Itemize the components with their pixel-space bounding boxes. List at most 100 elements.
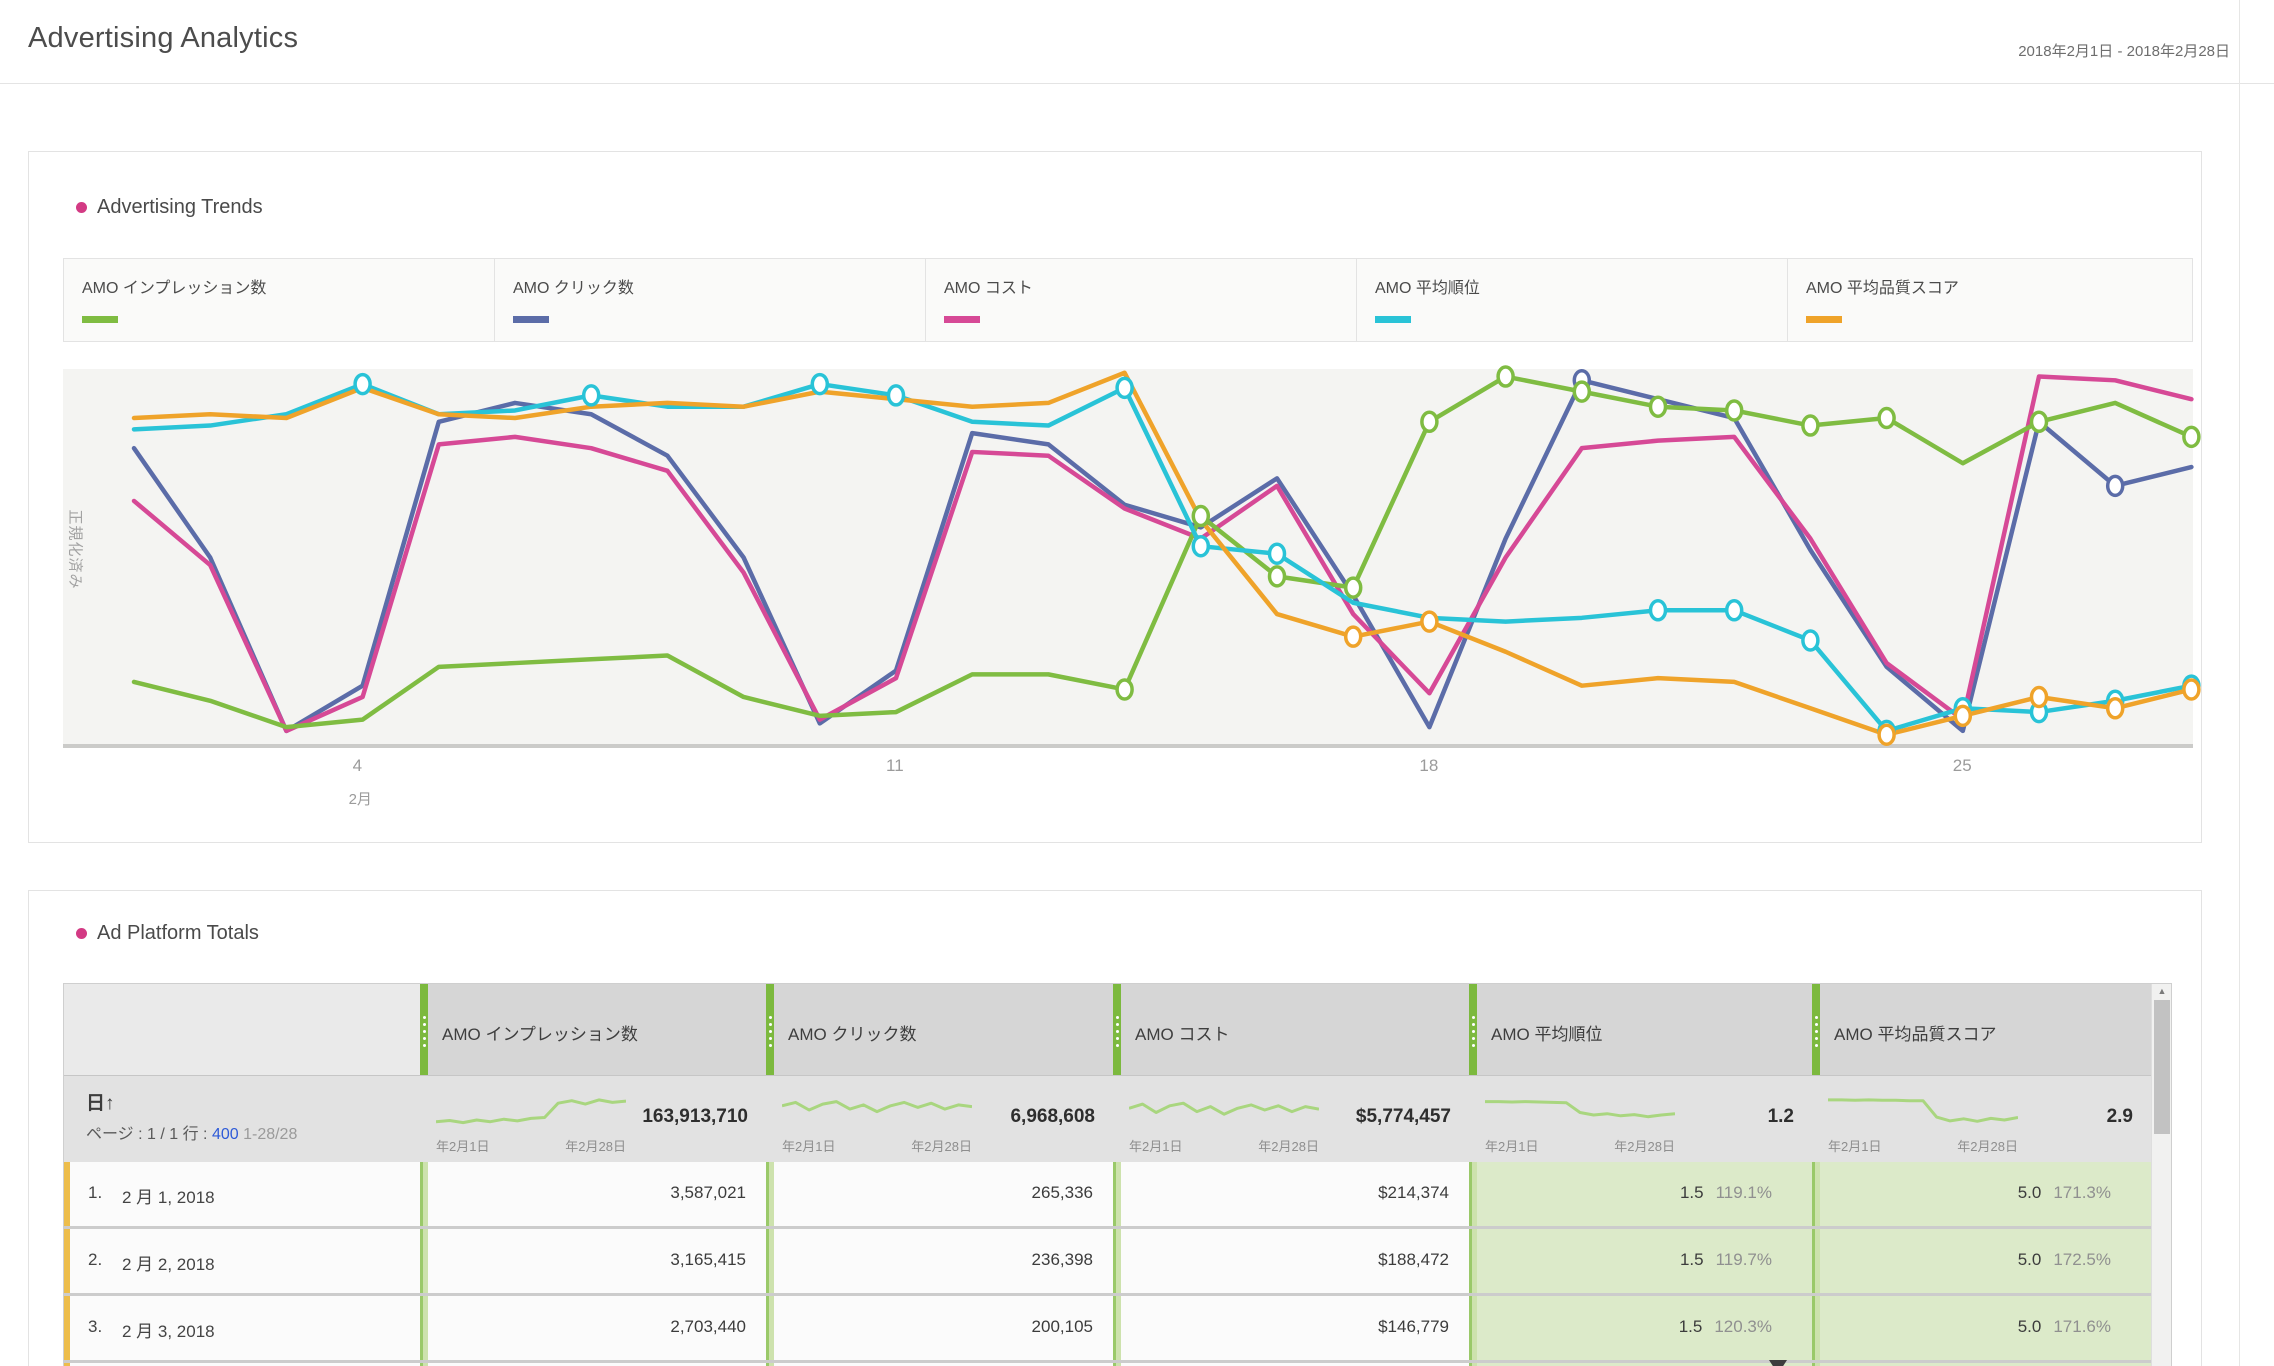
legend-item-cost[interactable]: AMO コスト: [926, 259, 1357, 341]
cell-value-group: 5.0 171.3%: [2018, 1183, 2111, 1203]
legend-swatch-blue: [513, 316, 549, 323]
anomaly-marker[interactable]: [1496, 365, 1515, 388]
scroll-up-icon[interactable]: ▲: [2157, 986, 2167, 996]
anomaly-marker[interactable]: [1343, 576, 1363, 599]
row-accent-bar: [64, 1296, 70, 1360]
anomaly-marker[interactable]: [2029, 685, 2049, 709]
anomaly-marker[interactable]: [1572, 380, 1592, 403]
series-line-0[interactable]: [131, 374, 2194, 730]
anomaly-marker[interactable]: [2105, 697, 2125, 720]
anomaly-marker[interactable]: [886, 384, 906, 407]
anomaly-marker[interactable]: [1801, 414, 1820, 437]
series-line-4[interactable]: [131, 370, 2194, 737]
row-divider: [64, 1226, 2171, 1229]
cell-accent-bar: [420, 1162, 428, 1226]
rows-per-page-link[interactable]: 400: [211, 1126, 239, 1143]
page-title: Advertising Analytics: [28, 22, 299, 54]
row-label-cell: 2. 2 月 2, 2018: [64, 1229, 420, 1293]
legend-item-avg-position[interactable]: AMO 平均順位: [1357, 259, 1788, 341]
column-header-label: AMO コスト: [1135, 1025, 1230, 1044]
row-accent-bar: [64, 1229, 70, 1293]
anomaly-marker[interactable]: [1953, 704, 1973, 728]
legend-label: AMO コスト: [944, 280, 1033, 297]
anomaly-marker[interactable]: [2182, 425, 2201, 449]
table-row[interactable]: [64, 1363, 2171, 1366]
anomaly-marker[interactable]: [1724, 399, 1744, 422]
anomaly-marker[interactable]: [2029, 410, 2049, 434]
column-drag-handle[interactable]: [1812, 984, 1820, 1075]
table-row[interactable]: 1. 2 月 1, 2018 3,587,021 265,336 $214,374 1.5…: [64, 1162, 2171, 1226]
legend-item-quality-score[interactable]: AMO 平均品質スコア: [1788, 259, 2192, 341]
cell-value: 1.5: [1679, 1183, 1704, 1202]
series-line-2[interactable]: [131, 374, 2194, 734]
sparkline-date-range: 年2月1日 年2月28日: [1485, 1139, 1675, 1154]
metric-cell-avg_position: 1.5 119.7%: [1469, 1229, 1812, 1293]
anomaly-marker[interactable]: [1267, 565, 1287, 588]
column-total-value: 2.9: [2106, 1106, 2133, 1127]
anomaly-marker[interactable]: [1420, 410, 1439, 434]
series-line-3[interactable]: [131, 381, 2194, 734]
cell-value-group: 5.0 171.6%: [2018, 1317, 2111, 1337]
column-total-value: 163,913,710: [642, 1106, 748, 1127]
x-tick-label: 25: [1952, 756, 1972, 775]
trends-chart-svg[interactable]: [63, 365, 2201, 746]
column-drag-handle[interactable]: [1113, 984, 1121, 1075]
anomaly-marker[interactable]: [1191, 534, 1211, 558]
anomaly-marker[interactable]: [1877, 723, 1896, 746]
column-header-label: AMO 平均品質スコア: [1834, 1025, 1997, 1044]
table-row[interactable]: 3. 2 月 3, 2018 2,703,440 200,105 $146,779 1.5…: [64, 1296, 2171, 1360]
sort-control[interactable]: 日↑: [86, 1088, 115, 1115]
anomaly-marker[interactable]: [2105, 474, 2125, 498]
cell-percent-value: 119.1%: [1715, 1183, 1772, 1202]
sparkline-date-range: 年2月1日 年2月28日: [1828, 1139, 2018, 1154]
cell-percent-value: 172.5%: [2053, 1250, 2111, 1269]
column-total-value: 6,968,608: [1010, 1106, 1095, 1127]
cell-accent-bar: [1113, 1229, 1121, 1293]
anomaly-marker[interactable]: [1191, 504, 1211, 528]
anomaly-marker[interactable]: [581, 384, 601, 407]
anomaly-marker[interactable]: [1115, 376, 1134, 400]
table-vertical-scrollbar[interactable]: ▲: [2151, 984, 2171, 1366]
anomaly-marker[interactable]: [1343, 625, 1363, 648]
cell-value: 5.0: [2017, 1317, 2042, 1336]
metric-cell-clicks: 200,105: [766, 1296, 1113, 1360]
header-cell-impressions[interactable]: AMO インプレッション数: [420, 984, 766, 1075]
row-date: 2 月 2, 2018: [122, 1255, 215, 1274]
row-divider: [64, 1293, 2171, 1296]
anomaly-marker[interactable]: [1648, 599, 1668, 622]
trends-chart-plot[interactable]: 正規化済み: [63, 365, 2201, 748]
totals-cell: 2.9 年2月1日 年2月28日: [1812, 1076, 2151, 1162]
header-cell-avg-position[interactable]: AMO 平均順位: [1469, 984, 1812, 1075]
totals-cell: $5,774,457 年2月1日 年2月28日: [1113, 1076, 1469, 1162]
anomaly-marker[interactable]: [1801, 629, 1820, 652]
anomaly-marker[interactable]: [1115, 678, 1134, 701]
legend-label: AMO 平均品質スコア: [1806, 280, 1959, 297]
column-drag-handle[interactable]: [1469, 984, 1477, 1075]
cell-accent-bar: [1812, 1363, 1820, 1366]
anomaly-marker[interactable]: [1724, 599, 1744, 622]
date-range[interactable]: 2018年2月1日 - 2018年2月28日: [2018, 43, 2230, 60]
series-line-1[interactable]: [131, 378, 2194, 734]
column-drag-handle[interactable]: [766, 984, 774, 1075]
anomaly-marker[interactable]: [2182, 678, 2201, 701]
legend-item-clicks[interactable]: AMO クリック数: [495, 259, 926, 341]
anomaly-marker[interactable]: [1267, 542, 1287, 565]
cell-value: 3,587,021: [670, 1183, 746, 1202]
anomaly-marker[interactable]: [353, 372, 372, 396]
anomaly-marker[interactable]: [1877, 406, 1896, 430]
header-cell-clicks[interactable]: AMO クリック数: [766, 984, 1113, 1075]
anomaly-marker[interactable]: [810, 372, 830, 396]
scrollbar-thumb[interactable]: [2154, 1000, 2170, 1134]
page-right-divider: [2239, 0, 2240, 1366]
totals-cell: 1.2 年2月1日 年2月28日: [1469, 1076, 1812, 1162]
table-row[interactable]: 2. 2 月 2, 2018 3,165,415 236,398 $188,472 1.5…: [64, 1229, 2171, 1293]
anomaly-marker[interactable]: [1420, 610, 1439, 633]
annotation-flag-icon[interactable]: [1769, 1360, 1787, 1366]
header-cell-quality-score[interactable]: AMO 平均品質スコア: [1812, 984, 2151, 1075]
sort-ascending-icon: ↑: [105, 1093, 115, 1114]
metric-cell-quality_score: [1812, 1363, 2151, 1366]
column-drag-handle[interactable]: [420, 984, 428, 1075]
anomaly-marker[interactable]: [1648, 395, 1668, 418]
legend-item-impressions[interactable]: AMO インプレッション数: [64, 259, 495, 341]
header-cell-cost[interactable]: AMO コスト: [1113, 984, 1469, 1075]
